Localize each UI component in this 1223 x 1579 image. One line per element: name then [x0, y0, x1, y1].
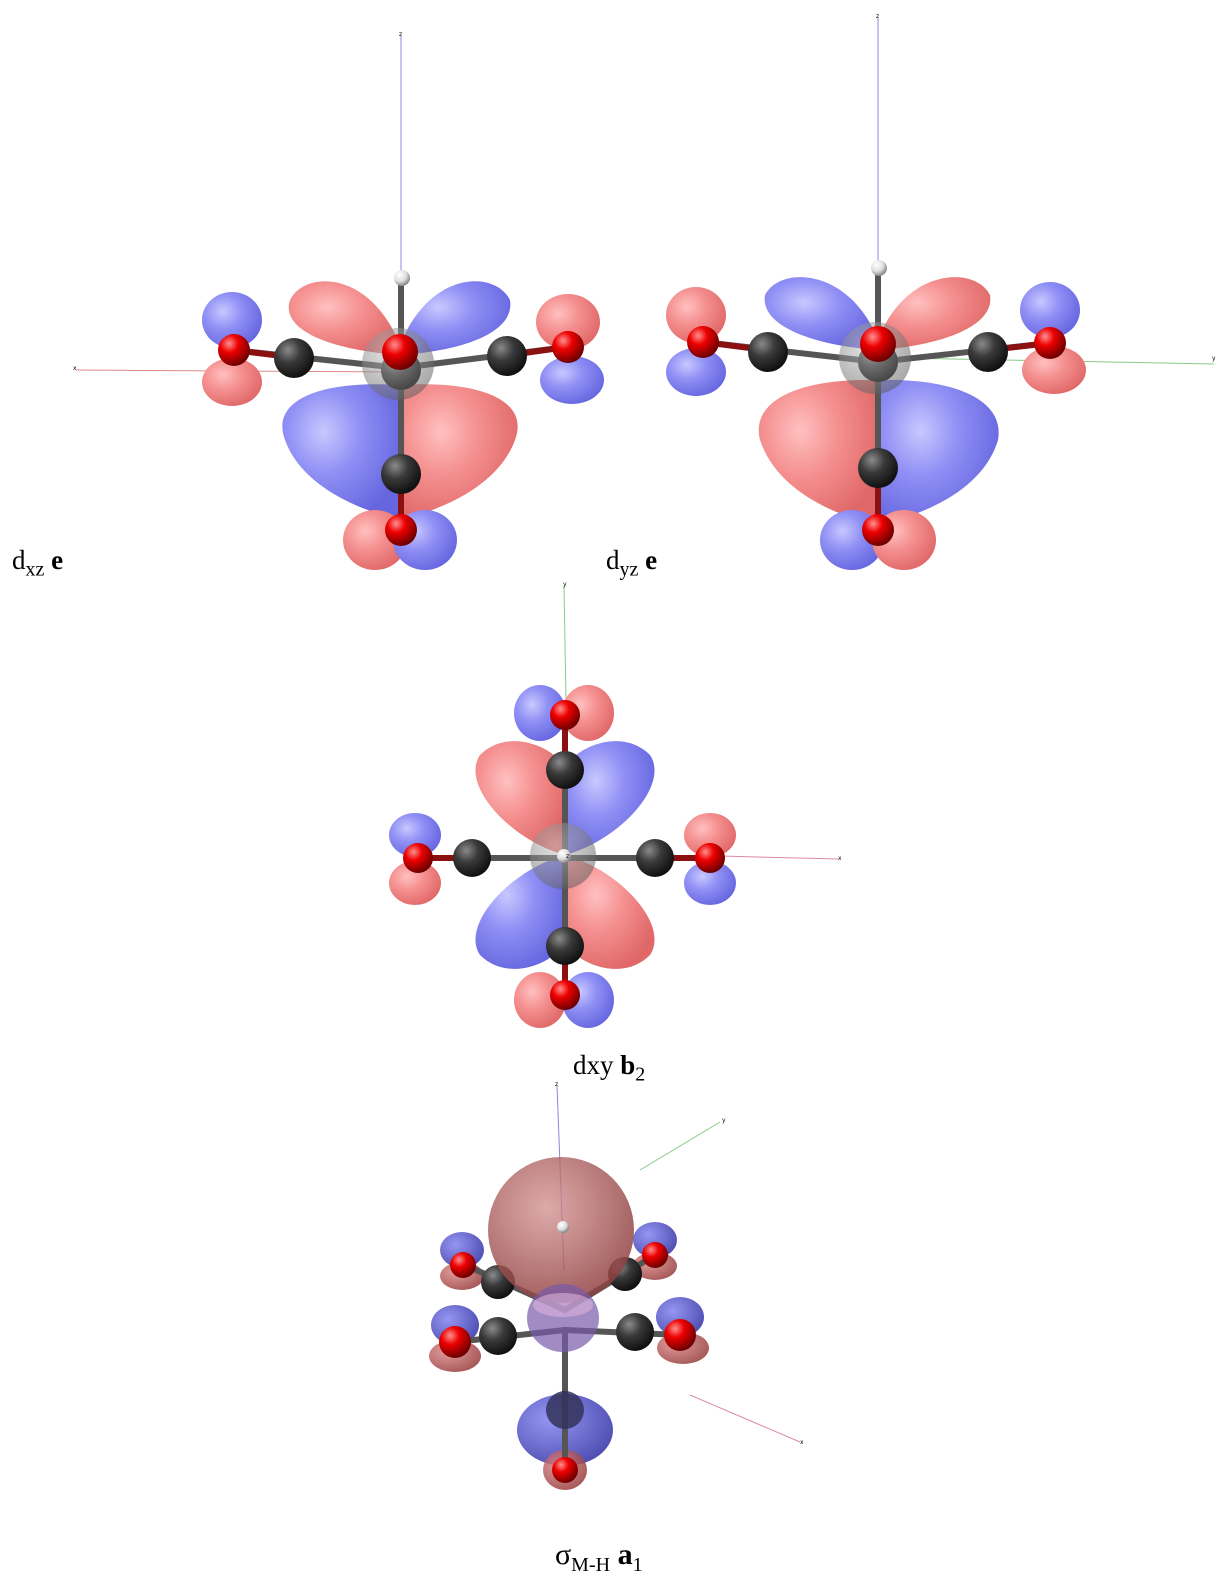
- carbon-atom: [546, 1391, 584, 1429]
- oxygen-atom: [218, 334, 250, 366]
- oxygen-atom: [385, 514, 417, 546]
- oxygen-atom: [687, 326, 719, 358]
- metal-orbital-highlight: [533, 1293, 593, 1317]
- oxygen-atom: [1034, 327, 1066, 359]
- carbon-atom: [546, 927, 584, 965]
- y-axis: [563, 585, 567, 701]
- carbon-atom: [487, 336, 527, 376]
- z-axis-label: z: [876, 13, 879, 20]
- carbon-atom: [748, 332, 788, 372]
- oxygen-atom: [695, 843, 725, 873]
- bonds: [230, 277, 570, 543]
- carbon-atom: [858, 448, 898, 488]
- oxygen-atom: [862, 514, 894, 546]
- caption-dyz: dyz e: [606, 545, 658, 581]
- atoms: [687, 260, 1066, 546]
- x-axis: [719, 855, 839, 860]
- caption-sigma: σM-H a1: [555, 1538, 643, 1576]
- y-axis: [639, 1121, 721, 1171]
- z-axis-label: z: [399, 31, 402, 38]
- d-orbital-lobes: [282, 281, 518, 520]
- carbon-atom: [479, 1317, 517, 1355]
- y-axis-label: y: [722, 1117, 726, 1124]
- carbon-atom: [274, 338, 314, 378]
- y-axis-label: y: [563, 581, 567, 588]
- oxygen-atom: [403, 843, 433, 873]
- orbital-dyz-diagram: z y: [666, 13, 1216, 570]
- orbital-sigma-diagram: z y x: [429, 1081, 804, 1490]
- y-axis-label: y: [1212, 355, 1216, 362]
- bonds: [700, 267, 1053, 543]
- caption-dxy: dxy b2: [573, 1050, 646, 1086]
- hydrogen-atom: [394, 270, 410, 286]
- carbon-atom: [546, 751, 584, 789]
- carbon-atom: [968, 332, 1008, 372]
- oxygen-atom: [552, 331, 584, 363]
- oxygen-atom: [439, 1326, 471, 1358]
- orbital-dxz-diagram: z x: [73, 31, 604, 570]
- hydrogen-atom: [557, 849, 571, 863]
- orbital-dxy-diagram: y x z: [389, 581, 842, 1028]
- x-axis-label: x: [73, 365, 77, 372]
- oxygen-atom: [664, 1319, 696, 1351]
- carbon-atom: [616, 1313, 654, 1351]
- x-axis: [689, 1394, 801, 1443]
- z-axis-label: z: [566, 853, 569, 860]
- x-axis-label: x: [838, 855, 842, 862]
- x-axis-label: x: [800, 1439, 804, 1446]
- z-axis-label: z: [555, 1081, 558, 1088]
- hydrogen-atom: [871, 260, 887, 276]
- carbon-atom: [381, 454, 421, 494]
- oxygen-atom: [550, 980, 580, 1010]
- caption-dxz: dxz e: [12, 545, 64, 581]
- oxygen-atom: [450, 1252, 476, 1278]
- oxygen-atom-front: [382, 334, 418, 370]
- d-orbital-lobes: [758, 277, 999, 525]
- atoms: [218, 270, 584, 546]
- hydrogen-atom: [557, 1221, 569, 1233]
- d-orbital-lobes: [475, 741, 655, 969]
- atoms: [439, 1242, 696, 1483]
- oxygen-atom: [550, 700, 580, 730]
- carbon-atom: [453, 839, 491, 877]
- carbon-atom: [636, 839, 674, 877]
- oxygen-atom-front: [860, 326, 896, 362]
- oxygen-atom: [642, 1242, 668, 1268]
- oxygen-atom: [552, 1457, 578, 1483]
- atoms: [403, 700, 725, 1010]
